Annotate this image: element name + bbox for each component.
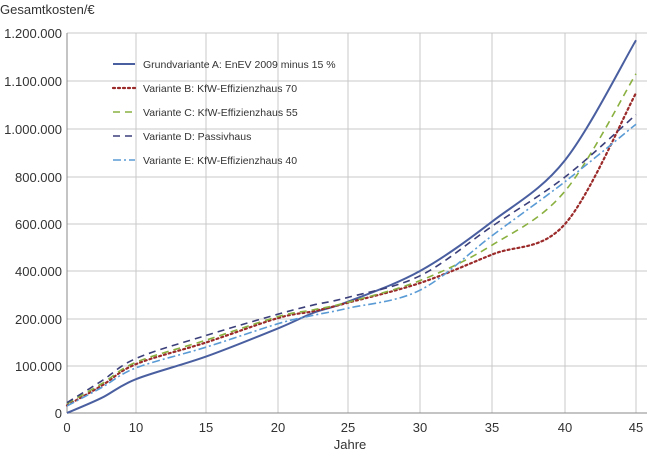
x-tick-label: 0 <box>63 420 70 435</box>
legend: Grundvariante A: EnEV 2009 minus 15 % Var… <box>111 59 336 167</box>
y-axis-title: Gesamtkosten/€ <box>0 2 95 17</box>
tick-labels: 0 10 15 20 25 30 35 40 45 0 100.000 200.000 400.000 6… <box>4 26 643 435</box>
legend-label: Variante B: KfW-Effizienzhaus 70 <box>143 83 297 95</box>
series-line-5 <box>66 123 637 407</box>
x-tick-label: 35 <box>485 420 499 435</box>
axes <box>66 33 647 414</box>
series-line-2 <box>65 91 638 407</box>
x-tick-label: 40 <box>558 420 572 435</box>
x-tick-label: 15 <box>199 420 213 435</box>
legend-label: Grundvariante A: EnEV 2009 minus 15 % <box>143 59 336 71</box>
legend-label: Variante C: KfW-Effizienzhaus 55 <box>143 107 298 119</box>
x-tick-label: 25 <box>341 420 355 435</box>
series-lines <box>65 39 638 414</box>
grid <box>66 32 647 414</box>
y-tick-label: 1.200.000 <box>4 26 62 41</box>
series-line-3 <box>66 73 637 405</box>
y-tick-label: 400.000 <box>15 264 62 279</box>
x-tick-label: 20 <box>271 420 285 435</box>
y-tick-label: 600.000 <box>15 217 62 232</box>
y-tick-label: 0 <box>55 406 62 421</box>
series-line-4 <box>66 113 637 404</box>
x-axis-title: Jahre <box>334 437 367 452</box>
x-tick-label: 10 <box>129 420 143 435</box>
y-tick-label: 100.000 <box>15 359 62 374</box>
x-tick-label: 45 <box>629 420 643 435</box>
legend-label: Variante E: KfW-Effizienzhaus 40 <box>143 155 297 167</box>
legend-label: Variante D: Passivhaus <box>143 131 251 143</box>
x-tick-label: 30 <box>413 420 427 435</box>
y-tick-label: 200.000 <box>15 312 62 327</box>
y-tick-label: 1.100.000 <box>4 74 62 89</box>
y-tick-label: 1.000.000 <box>4 122 62 137</box>
y-tick-label: 800.000 <box>15 170 62 185</box>
